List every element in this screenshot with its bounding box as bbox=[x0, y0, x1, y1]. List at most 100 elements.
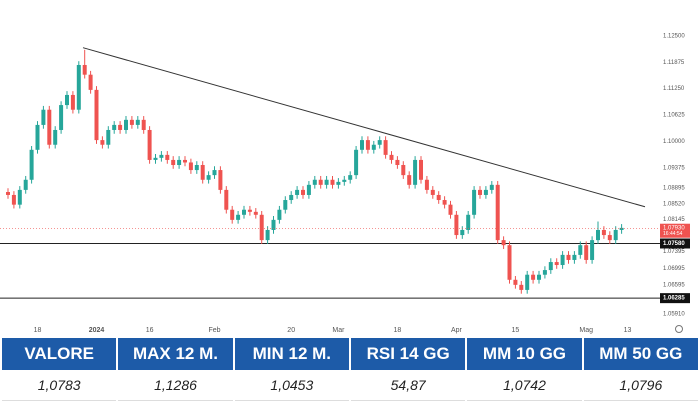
candle-body bbox=[413, 159, 418, 185]
candle-body bbox=[112, 124, 117, 130]
candle-body bbox=[519, 284, 524, 290]
candle-body bbox=[330, 179, 335, 185]
candle-body bbox=[507, 245, 512, 280]
candle-body bbox=[224, 189, 229, 210]
x-tick-label: 20 bbox=[287, 327, 295, 334]
candle-body bbox=[135, 119, 140, 125]
x-tick-label: 2024 bbox=[89, 327, 105, 334]
candle-body bbox=[613, 229, 618, 241]
candle-body bbox=[401, 165, 406, 176]
candle-body bbox=[342, 179, 347, 182]
x-tick-label: 16 bbox=[146, 327, 154, 334]
candle-body bbox=[29, 149, 34, 180]
candle-body bbox=[454, 214, 459, 236]
candle-body bbox=[424, 179, 429, 190]
candle-body bbox=[47, 109, 52, 145]
candle-body bbox=[301, 189, 305, 195]
candle-body bbox=[200, 165, 205, 180]
candle-body bbox=[501, 240, 506, 246]
level-label: 1.06285 bbox=[663, 296, 685, 302]
candle-body bbox=[371, 144, 376, 150]
candle-body bbox=[318, 179, 323, 185]
candle-body bbox=[129, 119, 134, 125]
candle-body bbox=[383, 140, 388, 155]
candle-body bbox=[218, 170, 223, 190]
candle-body bbox=[70, 94, 75, 110]
candle-body bbox=[525, 274, 530, 290]
candle-body bbox=[82, 64, 87, 75]
candle-body bbox=[65, 94, 69, 106]
candle-body bbox=[212, 170, 217, 176]
x-tick-label: 18 bbox=[394, 327, 402, 334]
chart-background bbox=[0, 0, 700, 336]
level-label-box bbox=[660, 238, 690, 249]
candle-body bbox=[271, 219, 276, 230]
candle-body bbox=[259, 214, 264, 241]
candle-body bbox=[407, 175, 412, 185]
last-price-time: 16:44:54 bbox=[663, 231, 683, 237]
candle-body bbox=[153, 157, 158, 160]
candle-body bbox=[460, 229, 465, 236]
candle-body bbox=[253, 211, 258, 215]
level-label-box bbox=[660, 293, 690, 304]
candle-body bbox=[513, 279, 518, 285]
candle-body bbox=[124, 119, 128, 130]
candle-body bbox=[365, 140, 370, 150]
value-cell: 1,0783 bbox=[2, 370, 117, 401]
candle-body bbox=[560, 254, 565, 266]
candle-body bbox=[94, 89, 99, 141]
candle-body bbox=[442, 200, 447, 205]
x-tick-label: Feb bbox=[208, 327, 220, 334]
x-tick-label: 15 bbox=[512, 327, 520, 334]
chart: 1.12500 1.11875 1.11250 1.10625 1.10000 1.093… bbox=[0, 0, 700, 336]
candle-body bbox=[283, 200, 288, 210]
y-tick-label: 1.05910 bbox=[663, 312, 685, 318]
candle-body bbox=[601, 229, 606, 236]
y-tick-label: 1.08145 bbox=[663, 217, 685, 223]
header-cell: MM 10 GG bbox=[467, 338, 582, 370]
x-tick-label: 18 bbox=[34, 327, 42, 334]
candle-body bbox=[76, 64, 81, 110]
candle-body bbox=[466, 214, 471, 230]
candle-body bbox=[584, 245, 589, 260]
candle-body bbox=[247, 209, 252, 212]
candle-body bbox=[230, 209, 235, 220]
candle-body bbox=[236, 214, 241, 220]
candle-body bbox=[177, 159, 182, 165]
candle-body bbox=[188, 162, 193, 171]
candle-body bbox=[389, 154, 394, 160]
candle-body bbox=[171, 159, 176, 165]
candle-body bbox=[206, 175, 211, 180]
candle-body bbox=[183, 159, 187, 163]
x-tick-label: Mag bbox=[579, 327, 593, 334]
y-tick-label: 1.10625 bbox=[663, 113, 685, 119]
candle-body bbox=[242, 209, 246, 215]
candle-body bbox=[607, 235, 612, 241]
candle-body bbox=[483, 189, 488, 195]
x-tick-label: Apr bbox=[451, 327, 463, 334]
candle-body bbox=[165, 154, 170, 160]
candle-body bbox=[159, 154, 164, 158]
candle-body bbox=[194, 165, 199, 171]
value-cell: 1,0796 bbox=[583, 370, 698, 401]
candle-body bbox=[306, 184, 311, 195]
candle-body bbox=[590, 240, 595, 260]
candle-body bbox=[277, 209, 282, 220]
y-tick-label: 1.07395 bbox=[663, 249, 685, 255]
last-price-box bbox=[660, 223, 690, 238]
candle-body bbox=[578, 245, 583, 255]
y-tick-label: 1.11875 bbox=[663, 60, 685, 66]
y-tick-label: 1.08520 bbox=[663, 201, 685, 207]
x-tick-label: 13 bbox=[624, 327, 632, 334]
candle-body bbox=[377, 140, 382, 145]
candle-body bbox=[118, 124, 123, 130]
header-cell: MAX 12 M. bbox=[118, 338, 233, 370]
x-tick-label: Mar bbox=[332, 327, 345, 334]
candle-body bbox=[542, 270, 547, 275]
y-tick-label: 1.10000 bbox=[663, 139, 685, 145]
header-cell: RSI 14 GG bbox=[350, 338, 466, 370]
candle-body bbox=[566, 254, 571, 260]
settings-icon[interactable] bbox=[675, 325, 683, 333]
level-label: 1.07580 bbox=[663, 241, 685, 247]
candle-body bbox=[448, 204, 453, 215]
